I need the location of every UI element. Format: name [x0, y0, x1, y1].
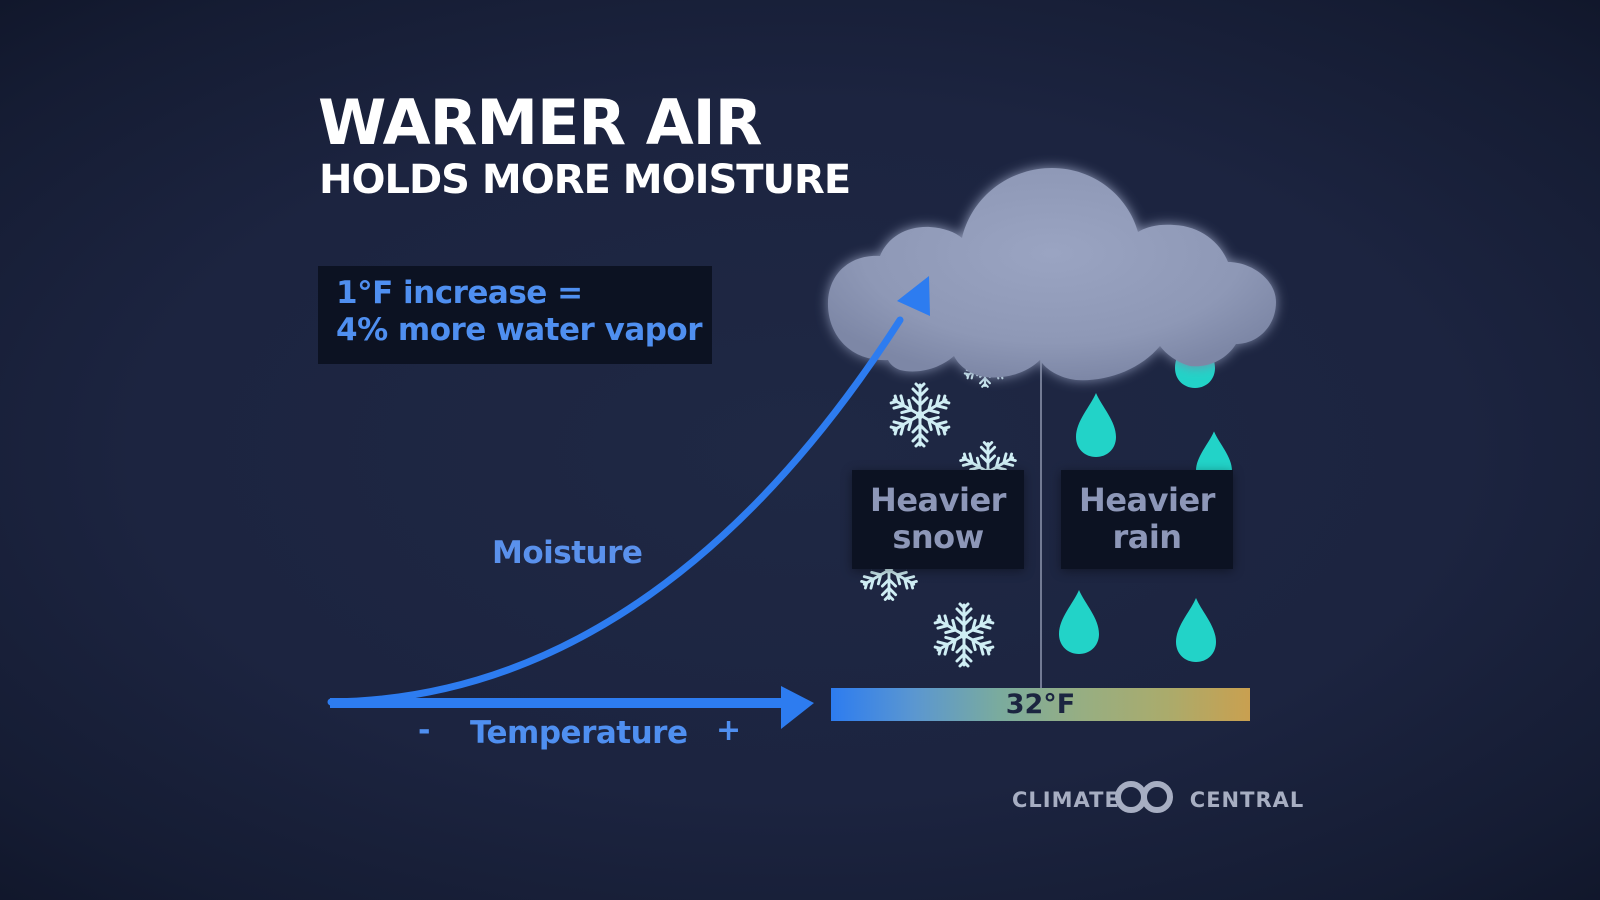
heavier-rain-box: Heavier rain [1061, 470, 1233, 569]
moisture-axis-label: Moisture [492, 535, 643, 571]
snow-label-line-2: snow [892, 518, 984, 556]
temperature-arrowhead-icon [781, 686, 814, 729]
climate-central-logo-icon [1115, 781, 1173, 813]
temperature-axis-line [330, 698, 786, 708]
fact-line-2: 4% more water vapor [336, 312, 703, 348]
freezing-point-label: 32°F [1005, 689, 1076, 720]
logo-text-right: CENTRAL [1189, 788, 1305, 812]
rain-label-line-1: Heavier [1079, 481, 1215, 519]
page-subtitle: HOLDS MORE MOISTURE [319, 157, 851, 203]
snow-label-line-1: Heavier [870, 481, 1006, 519]
fact-box: 1°F increase = 4% more water vapor [318, 266, 712, 364]
heavier-snow-box: Heavier snow [852, 470, 1024, 569]
moisture-arrowhead-icon [897, 276, 930, 316]
moisture-curve [327, 316, 904, 706]
temperature-axis-label: Temperature [470, 715, 688, 751]
rain-label-line-2: rain [1112, 518, 1182, 556]
temperature-gradient-bar: 32°F [831, 688, 1250, 721]
temperature-min-symbol: - [418, 713, 431, 748]
temperature-max-symbol: + [716, 713, 742, 748]
logo-text-left: CLIMATE [1012, 788, 1120, 812]
fact-line-1: 1°F increase = [336, 275, 583, 311]
climate-central-logo: CLIMATE CENTRAL [1012, 784, 1304, 816]
page-title: WARMER AIR [318, 86, 762, 159]
cloud-icon [827, 168, 1276, 381]
